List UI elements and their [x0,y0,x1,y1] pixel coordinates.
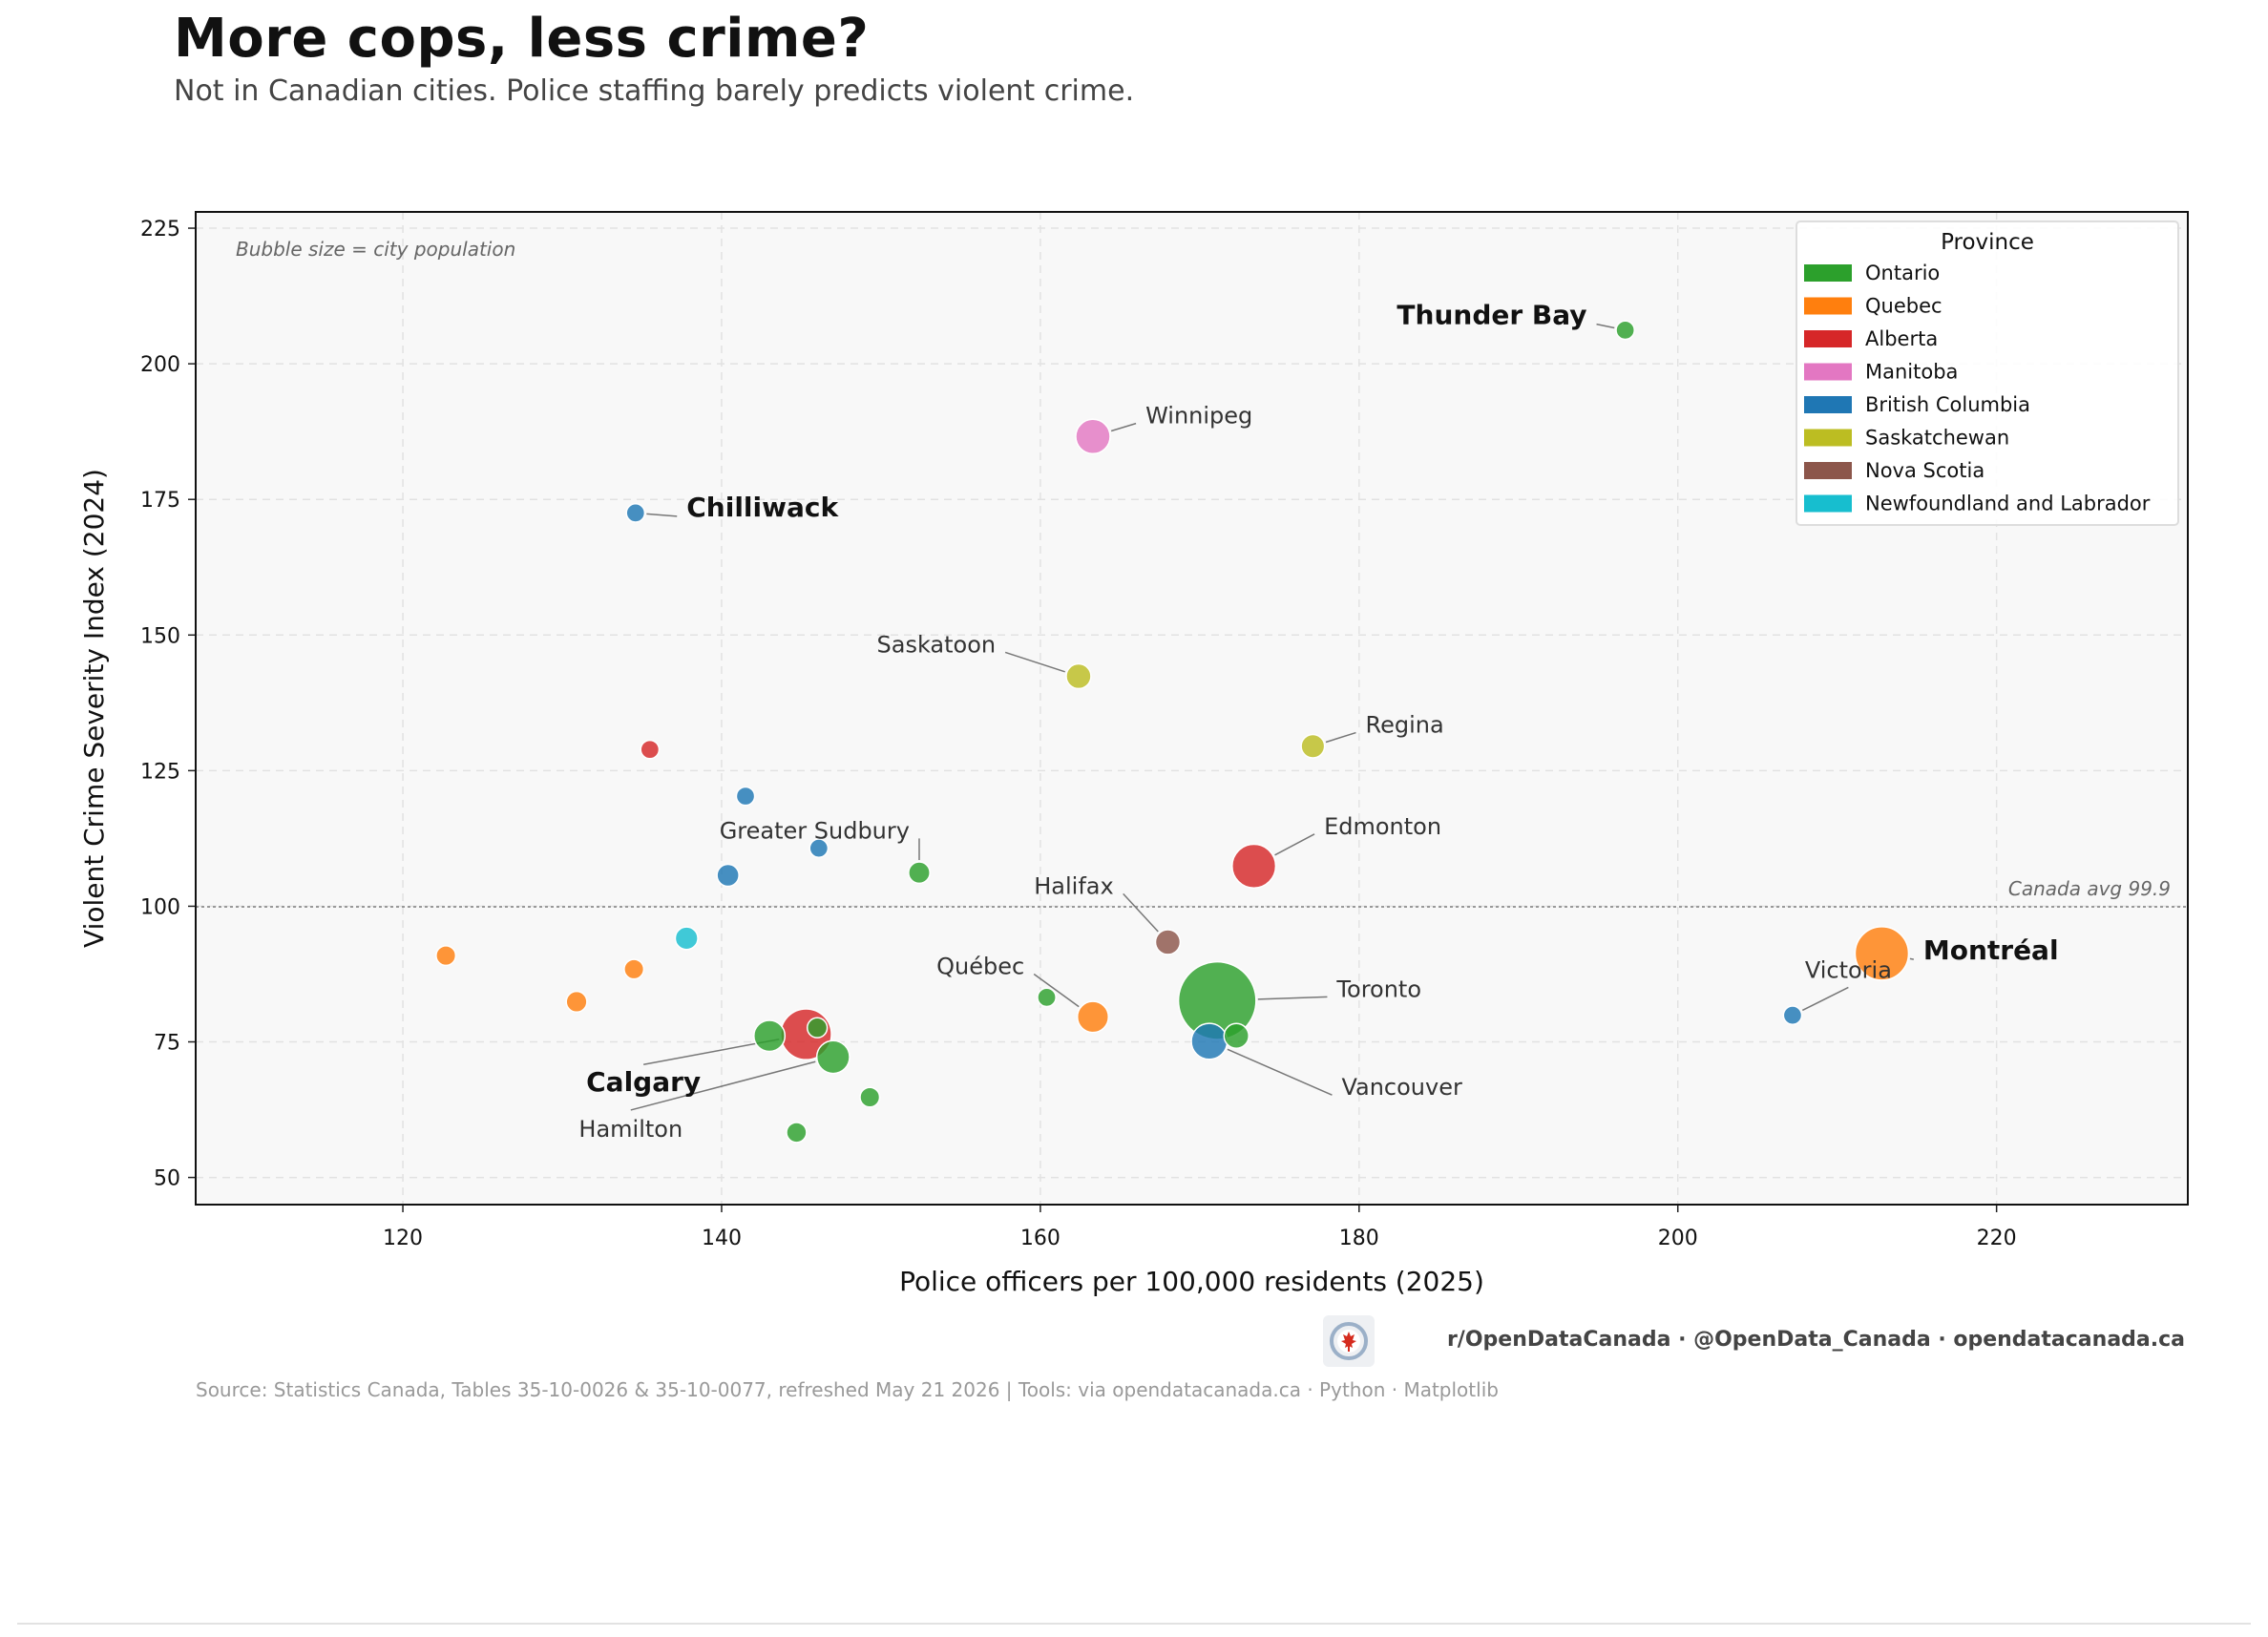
x-tick-label: 180 [1339,1227,1379,1250]
point-label: Québec [936,953,1024,979]
point-label: Halifax [1034,872,1113,899]
annotation-leader-line [1596,323,1615,329]
legend-title: Province [1941,230,2034,255]
data-point-greater-sudbury [908,861,931,885]
x-tick-label: 200 [1658,1227,1698,1250]
data-point-edmonton [1231,843,1277,889]
legend-entry: Newfoundland and Labrador [1865,493,2151,515]
data-point-city [1037,987,1057,1008]
x-axis-label: Police officers per 100,000 residents (2… [899,1266,1484,1297]
data-point-victoria [1782,1005,1803,1026]
data-point-chilliwack [625,503,646,523]
data-point-city [859,1086,881,1108]
data-point-city [640,739,661,760]
data-point-regina [1300,733,1326,759]
data-point-city [716,863,740,888]
legend-swatch [1804,297,1852,315]
data-point-city [786,1122,808,1144]
legend-entry: Nova Scotia [1865,459,1984,482]
point-label: Hamilton [578,1116,682,1143]
y-axis-label: Violent Crime Severity Index (2024) [78,469,110,948]
legend-entry: Ontario [1865,262,1940,284]
data-point-city [753,1019,787,1053]
data-point-saskatoon [1065,662,1092,690]
annotation-leader-line [1325,731,1356,744]
x-tick-label: 220 [1977,1227,2017,1250]
point-label: Calgary [586,1066,701,1098]
data-point-hamilton [815,1039,850,1075]
annotation-leader-line [646,513,678,517]
chart-title: More cops, less crime? [174,8,870,70]
legend-swatch [1804,363,1852,381]
y-tick-label: 50 [154,1167,180,1191]
data-point-city [565,990,588,1014]
point-label: Montréal [1923,934,2059,966]
legend-swatch [1804,264,1852,282]
y-tick-label: 125 [140,760,180,784]
chart-subtitle: Not in Canadian cities. Police staffing … [174,74,1135,108]
point-label: Greater Sudbury [720,817,910,844]
legend-entry: Saskatchewan [1865,427,2009,450]
bottom-divider [17,1623,2251,1625]
y-tick-label: 175 [140,489,180,513]
legend-swatch [1804,429,1852,447]
point-label: Winnipeg [1145,403,1252,430]
y-tick-label: 150 [140,624,180,648]
point-label: Edmonton [1324,813,1441,840]
annotation-leader-line [1274,833,1315,856]
data-point-city [674,926,699,951]
annotation-leader-line [1123,892,1159,933]
annotation-leader-line [1004,651,1065,673]
data-point-city [623,958,645,980]
footer-source: Source: Statistics Canada, Tables 35-10-… [196,1378,1499,1401]
data-point-winnipeg [1075,418,1111,455]
y-tick-label: 75 [154,1032,180,1056]
y-tick-label: 200 [140,353,180,377]
x-tick-label: 120 [383,1227,423,1250]
footer-brand: r/OpenDataCanada · @OpenData_Canada · op… [1446,1328,2185,1352]
data-point-city [806,1017,829,1039]
data-point-vancouver [1190,1022,1228,1060]
annotation-leader-line [1033,973,1080,1008]
point-label: Toronto [1335,976,1421,1002]
legend-swatch [1804,396,1852,413]
annotation-leader-line [1257,996,1328,1000]
legend-swatch [1804,330,1852,347]
annotation-leader-line [1227,1048,1333,1096]
x-tick-label: 160 [1020,1227,1060,1250]
legend-swatch [1804,462,1852,479]
x-tick-label: 140 [702,1227,742,1250]
point-label: Victoria [1805,956,1892,983]
point-label: Thunder Bay [1396,300,1586,331]
data-point-city [435,945,457,967]
data-point-montr-al [1854,926,1910,981]
legend-entry: Manitoba [1865,361,1958,384]
y-tick-label: 100 [140,895,180,919]
legend-swatch [1804,494,1852,513]
point-label: Chilliwack [686,492,839,523]
canada-average-label: Canada avg 99.9 [2008,877,2171,900]
data-point-thunder-bay [1615,320,1635,341]
data-point-qu-bec [1076,1000,1110,1034]
data-point-city [808,838,830,858]
legend-entry: British Columbia [1865,393,2030,416]
maple-leaf-logo-icon [1323,1315,1375,1367]
y-tick-label: 225 [140,218,180,241]
annotation-leader-line [1801,986,1849,1012]
data-point-halifax [1154,929,1182,955]
point-label: Regina [1365,712,1443,739]
bubble-size-note: Bubble size = city population [236,238,515,261]
legend-entry: Quebec [1865,295,1942,318]
data-point-city [735,786,756,807]
legend-entry: Alberta [1865,327,1938,350]
point-label: Saskatoon [877,631,997,658]
point-label: Vancouver [1341,1074,1462,1101]
annotation-leader-line [1909,957,1914,960]
data-point-city [1223,1022,1250,1049]
legend-box [1796,220,2179,526]
plot-frame [195,211,2189,1206]
annotation-leader-line [630,1060,816,1111]
annotation-leader-line [1110,422,1137,432]
